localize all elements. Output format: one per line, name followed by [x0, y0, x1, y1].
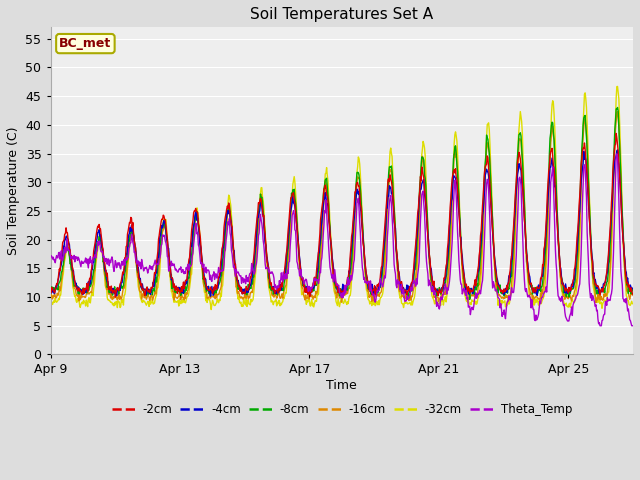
X-axis label: Time: Time	[326, 379, 357, 392]
Text: BC_met: BC_met	[60, 37, 111, 50]
Title: Soil Temperatures Set A: Soil Temperatures Set A	[250, 7, 433, 22]
Y-axis label: Soil Temperature (C): Soil Temperature (C)	[7, 127, 20, 255]
Legend: -2cm, -4cm, -8cm, -16cm, -32cm, Theta_Temp: -2cm, -4cm, -8cm, -16cm, -32cm, Theta_Te…	[107, 398, 577, 420]
